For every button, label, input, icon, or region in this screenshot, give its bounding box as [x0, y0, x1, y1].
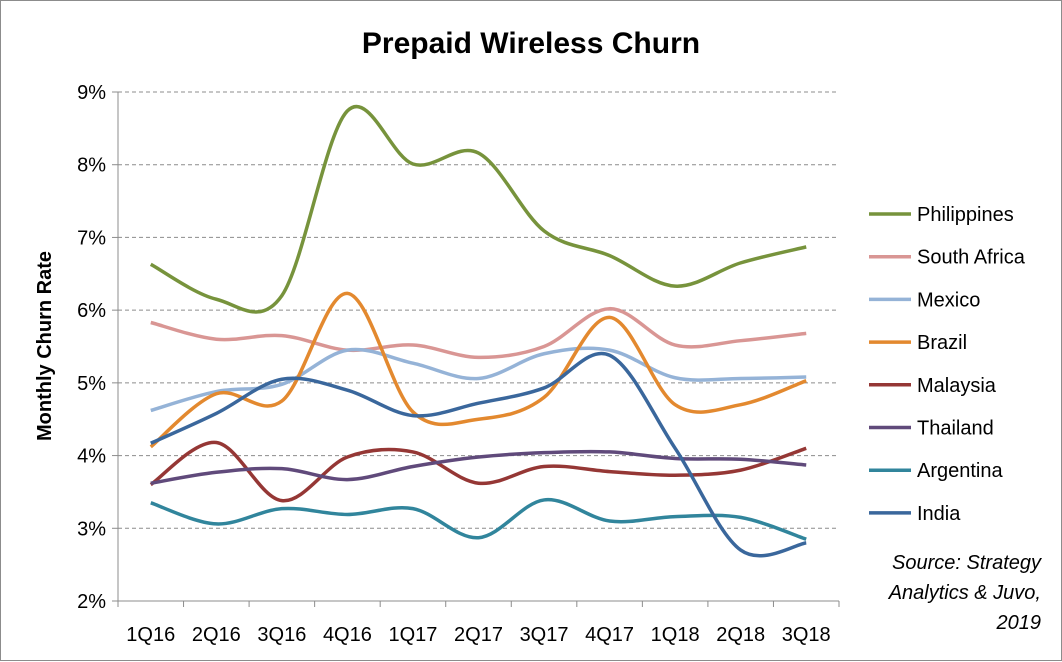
x-tick-label: 3Q17 [520, 624, 569, 646]
series-line-south-africa [150, 306, 807, 360]
y-tick-label: 7% [77, 227, 106, 249]
y-tick-label: 6% [77, 300, 106, 322]
series-line-thailand [150, 449, 807, 485]
legend-label: Thailand [917, 418, 994, 440]
legend-label: Mexico [917, 289, 980, 311]
series-line-india [150, 351, 807, 558]
y-tick-label: 9% [77, 82, 106, 104]
x-tick-label: 2Q17 [454, 624, 503, 646]
x-tick-label: 1Q18 [651, 624, 700, 646]
legend-label: India [917, 503, 961, 525]
x-tick-label: 1Q16 [126, 624, 175, 646]
series-line-malaysia [149, 440, 807, 503]
legend-label: Argentina [917, 460, 1003, 482]
chart-title: Prepaid Wireless Churn [362, 27, 700, 60]
x-tick-label: 4Q16 [323, 624, 372, 646]
y-tick-label: 4% [77, 446, 106, 468]
y-tick-label: 3% [77, 518, 106, 540]
x-tick-label: 2Q16 [192, 624, 241, 646]
x-tick-label: 3Q16 [257, 624, 306, 646]
series-line-philippines [149, 104, 807, 314]
x-tick-label: 1Q17 [388, 624, 437, 646]
legend-label: South Africa [917, 247, 1026, 269]
y-axis-label: Monthly Churn Rate [34, 251, 56, 441]
y-tick-label: 2% [77, 591, 106, 613]
y-tick-label: 5% [77, 373, 106, 395]
source-line-1: Source: Strategy [892, 552, 1042, 574]
legend-label: Malaysia [917, 375, 997, 397]
series-line-brazil [149, 291, 807, 449]
x-tick-label: 2Q18 [716, 624, 765, 646]
y-tick-label: 8% [77, 155, 106, 177]
source-line-2: Analytics & Juvo, [888, 582, 1041, 604]
source-line-3: 2019 [996, 612, 1042, 634]
legend-label: Philippines [917, 204, 1014, 226]
legend-label: Brazil [917, 332, 967, 354]
series-line-argentina [150, 498, 807, 541]
x-tick-label: 3Q18 [782, 624, 831, 646]
x-tick-label: 4Q17 [585, 624, 634, 646]
